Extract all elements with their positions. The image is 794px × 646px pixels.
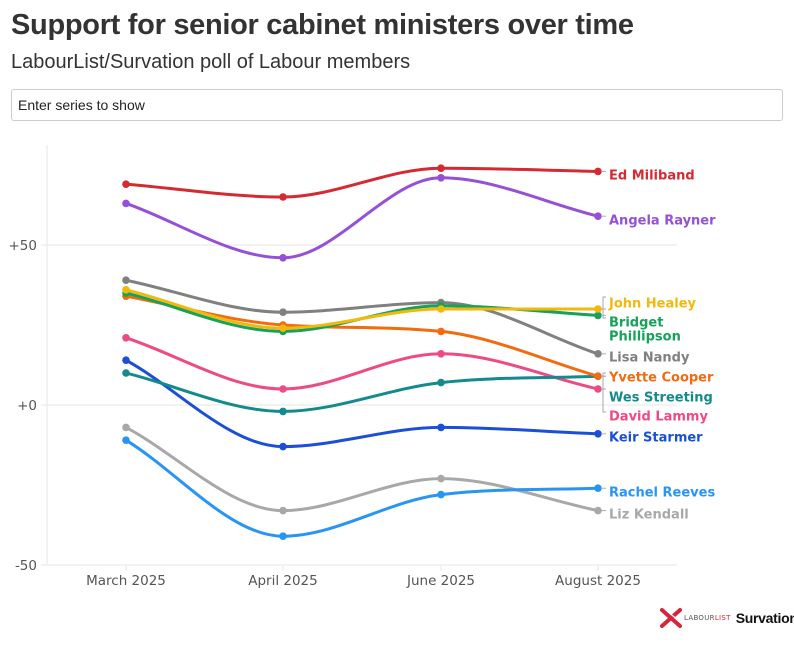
y-tick-label: +0: [17, 398, 37, 414]
labourlist-logo-prefix: LABOUR: [684, 614, 715, 622]
data-point[interactable]: [437, 474, 445, 483]
series-label[interactable]: Angela Rayner: [609, 214, 716, 229]
x-tick-label: June 2025: [406, 573, 475, 589]
data-point[interactable]: [279, 506, 287, 515]
y-tick-label: +50: [9, 238, 38, 254]
y-axis: +50 +0 -50: [9, 238, 38, 574]
series-angela-rayner[interactable]: [122, 174, 602, 262]
series-line[interactable]: [124, 176, 600, 260]
series-label[interactable]: Wes Streeting: [609, 391, 713, 406]
data-point[interactable]: [279, 532, 287, 540]
x-tick-label: April 2025: [248, 573, 318, 589]
series-lines: [122, 164, 602, 540]
data-point[interactable]: [122, 199, 130, 208]
data-point[interactable]: [594, 385, 602, 393]
series-rachel-reeves[interactable]: [122, 436, 602, 540]
series-line[interactable]: [124, 336, 600, 391]
series-david-lammy[interactable]: [122, 334, 602, 393]
data-point[interactable]: [437, 174, 445, 182]
data-point[interactable]: [437, 164, 445, 172]
x-axis: March 2025 April 2025 June 2025 August 2025: [86, 565, 641, 589]
x-tick-label: March 2025: [86, 573, 166, 589]
series-label-line: Bridget: [609, 316, 663, 331]
data-point[interactable]: [279, 308, 287, 317]
data-point[interactable]: [437, 327, 445, 336]
series-filter-input[interactable]: [11, 89, 783, 121]
series-label[interactable]: Bridget Phillipson: [609, 316, 681, 345]
series-label[interactable]: David Lammy: [609, 410, 708, 425]
data-point[interactable]: [279, 193, 287, 201]
footer-logos: LABOURLIST Survation.: [660, 607, 794, 629]
series-line[interactable]: [124, 371, 600, 413]
series-label[interactable]: John Healey: [608, 297, 697, 312]
data-point[interactable]: [122, 276, 130, 285]
data-point[interactable]: [594, 484, 602, 493]
series-label[interactable]: Ed Miliband: [609, 169, 695, 184]
series-ed-miliband[interactable]: [122, 164, 602, 201]
data-point[interactable]: [122, 356, 130, 365]
label-brackets: [601, 170, 606, 512]
series-line[interactable]: [124, 288, 600, 330]
data-point[interactable]: [594, 430, 602, 438]
data-point[interactable]: [594, 311, 602, 320]
data-point[interactable]: [122, 369, 130, 377]
series-labels: Ed Miliband Angela Rayner John Healey Bridg…: [608, 169, 716, 523]
data-point[interactable]: [122, 423, 130, 432]
series-label[interactable]: Keir Starmer: [609, 431, 703, 446]
data-point[interactable]: [279, 385, 287, 393]
data-point[interactable]: [437, 490, 445, 499]
series-line[interactable]: [124, 278, 600, 356]
chart-subtitle: LabourList/Survation poll of Labour memb…: [11, 51, 411, 73]
data-point[interactable]: [437, 305, 445, 313]
chart-title: Support for senior cabinet ministers ove…: [11, 9, 634, 41]
data-point[interactable]: [279, 442, 287, 451]
data-point[interactable]: [594, 372, 602, 381]
series-lisa-nandy[interactable]: [122, 276, 602, 358]
data-point[interactable]: [279, 253, 287, 262]
data-point[interactable]: [279, 324, 287, 333]
labourlist-logo: LABOURLIST: [684, 614, 731, 622]
data-point[interactable]: [437, 350, 445, 358]
data-point[interactable]: [594, 167, 602, 176]
data-point[interactable]: [594, 305, 602, 313]
series-john-healey[interactable]: [122, 286, 602, 333]
data-point[interactable]: [437, 423, 445, 432]
label-bracket: [602, 372, 606, 413]
grid-lines: [41, 145, 677, 566]
series-line[interactable]: [124, 425, 600, 513]
line-chart: +50 +0 -50 March 2025 April 2025 June 2025 Au…: [9, 145, 716, 589]
data-point[interactable]: [122, 286, 130, 294]
x-tick-label: August 2025: [555, 573, 641, 589]
series-line[interactable]: [124, 358, 600, 449]
survation-logo: Survation.: [735, 610, 794, 626]
series-label[interactable]: Rachel Reeves: [609, 486, 715, 501]
series-keir-starmer[interactable]: [122, 356, 602, 451]
data-point[interactable]: [122, 334, 130, 342]
data-point[interactable]: [594, 506, 602, 515]
series-line[interactable]: [124, 166, 600, 199]
data-point[interactable]: [437, 378, 445, 387]
data-point[interactable]: [122, 436, 130, 445]
series-label[interactable]: Liz Kendall: [609, 508, 689, 523]
y-tick-label: -50: [15, 558, 37, 574]
series-label-line: Phillipson: [609, 330, 681, 345]
data-point[interactable]: [122, 180, 130, 188]
data-point[interactable]: [594, 212, 602, 220]
series-line[interactable]: [124, 438, 600, 538]
series-label[interactable]: Yvette Cooper: [608, 371, 714, 386]
data-point[interactable]: [279, 407, 287, 416]
label-bracket: [602, 296, 606, 319]
series-label[interactable]: Lisa Nandy: [609, 351, 690, 366]
labourlist-logo-suffix: LIST: [714, 614, 731, 622]
labourlist-x-icon: [660, 608, 682, 628]
data-point[interactable]: [594, 350, 602, 358]
